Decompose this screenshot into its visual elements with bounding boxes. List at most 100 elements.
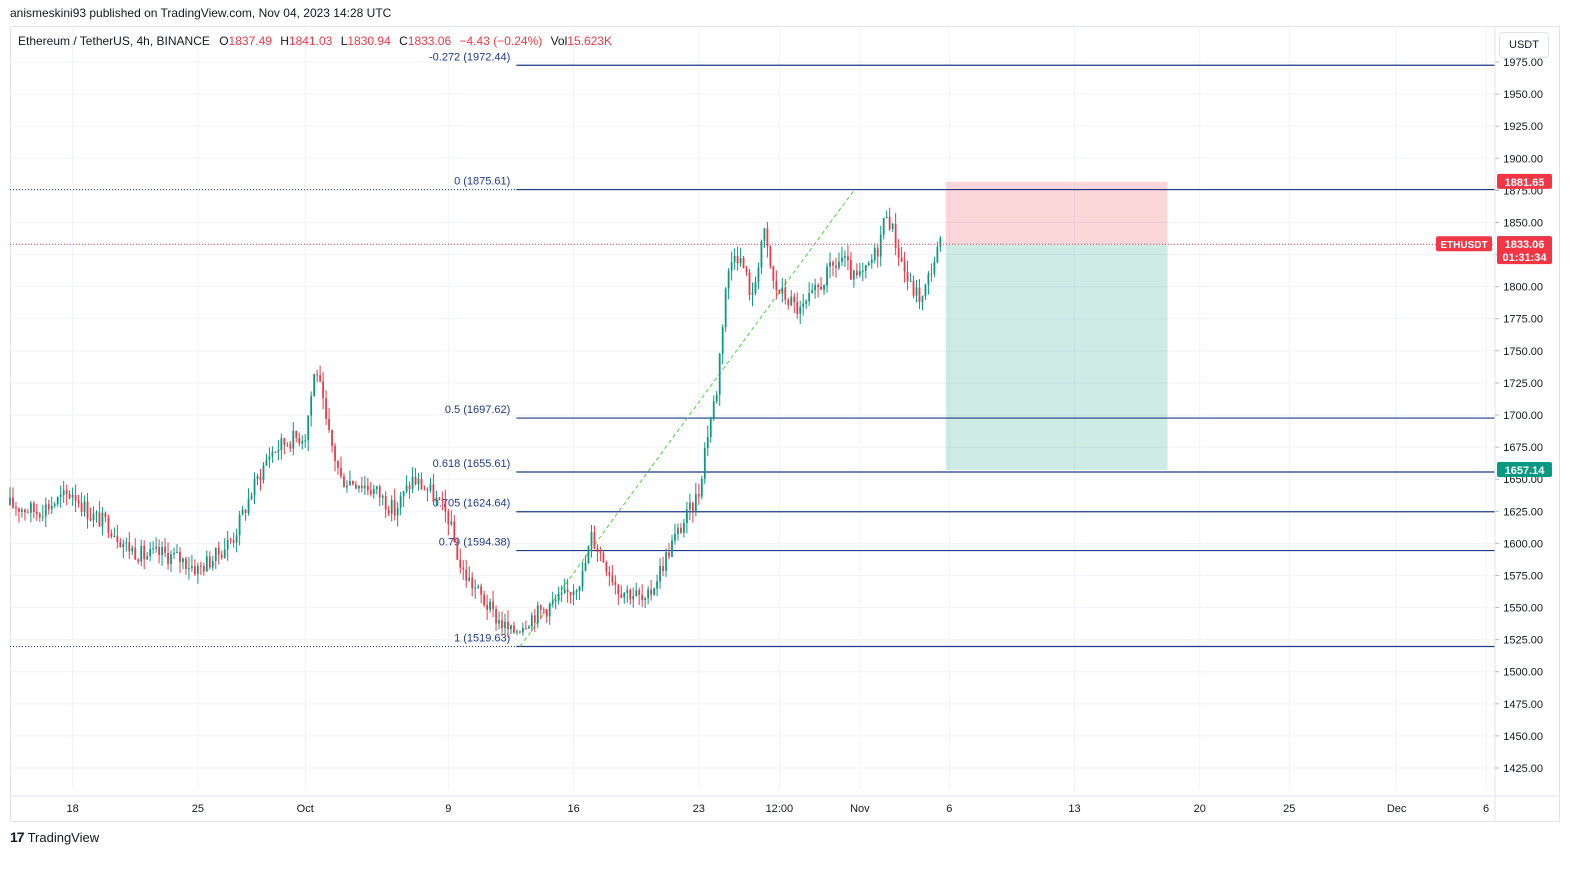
candle-body: [918, 287, 921, 303]
candle-body: [545, 609, 548, 617]
candle-body: [650, 589, 653, 595]
candle-body: [483, 594, 486, 605]
candle-body: [360, 485, 363, 488]
legend-symbol[interactable]: Ethereum / TetherUS, 4h, BINANCE: [18, 34, 210, 48]
take-profit-zone[interactable]: [945, 244, 1168, 471]
candle-body: [119, 541, 122, 547]
candle-body: [352, 480, 354, 485]
candle-body: [826, 266, 828, 286]
candle-body: [53, 504, 56, 506]
candle-body: [477, 586, 480, 588]
candle-body: [736, 255, 739, 264]
candle-body: [844, 256, 846, 258]
candle-body: [563, 589, 566, 594]
candle-body: [465, 569, 468, 581]
candle-body: [149, 549, 152, 557]
candle-body: [59, 494, 62, 498]
candle-body: [274, 451, 277, 453]
symbol-tag-box: [1436, 236, 1492, 252]
candle-body: [116, 535, 119, 542]
candle-body: [21, 509, 23, 512]
currency-unit-button[interactable]: USDT: [1499, 32, 1549, 58]
candle-body: [808, 293, 811, 302]
legend-low-label: L: [340, 34, 348, 48]
y-tick-label: 1950.00: [1503, 89, 1543, 101]
y-tick-label: 1925.00: [1503, 121, 1543, 133]
trend-line-dashed[interactable]: [519, 189, 855, 647]
candle-body: [191, 566, 193, 569]
trend-line[interactable]: [519, 189, 855, 647]
candle-body: [581, 570, 584, 587]
candle-body: [471, 577, 474, 589]
candle-body: [32, 503, 35, 512]
axes: 1975.001950.001925.001900.001875.001850.…: [10, 27, 1560, 822]
candle-body: [125, 542, 128, 544]
candle-body: [474, 587, 477, 589]
price-label-text: 01:31:34: [1502, 252, 1547, 264]
candle-body: [873, 248, 876, 260]
candle-body: [724, 288, 727, 327]
candle-body: [709, 418, 712, 437]
y-tick-label: 1700.00: [1503, 410, 1543, 422]
candle-body: [71, 494, 74, 498]
fib-level-label: 0.5 (1697.62): [445, 404, 510, 416]
candle-body: [641, 594, 644, 600]
candle-body: [29, 503, 32, 513]
candle-body: [426, 489, 429, 491]
legend-close-value: 1833.06: [407, 34, 452, 48]
candle-body: [310, 396, 313, 416]
candle-body: [554, 600, 557, 602]
candle-body: [346, 485, 348, 488]
candle-body: [185, 558, 187, 570]
candle-body: [611, 575, 614, 583]
candle-body: [414, 476, 417, 485]
candle-body: [432, 484, 435, 502]
symbol-legend[interactable]: Ethereum / TetherUS, 4h, BINANCE O1837.4…: [18, 34, 617, 48]
candle-body: [694, 494, 697, 512]
y-tick-label: 1500.00: [1503, 667, 1543, 679]
candle-body: [35, 511, 38, 514]
candle-body: [754, 282, 757, 294]
candle-body: [325, 398, 327, 419]
candle-body: [683, 523, 685, 533]
symbol-tag-text: ETHUSDT: [1440, 240, 1487, 251]
candle-body: [337, 461, 339, 468]
x-tick-label: 13: [1068, 803, 1080, 815]
candle-body: [838, 261, 840, 268]
fib-retracement[interactable]: -0.272 (1972.44) 0 (1875.61) 0.5 (1697.62)…: [10, 51, 1495, 648]
candle-body: [298, 437, 301, 444]
short-position-tool[interactable]: [945, 181, 1168, 471]
x-tick-label: 25: [192, 803, 204, 815]
grid-lines: [10, 27, 1495, 790]
candle-body: [390, 499, 393, 514]
candle-body: [247, 498, 250, 514]
candle-body: [885, 216, 888, 218]
fib-level-label: -0.272 (1972.44): [429, 51, 510, 63]
candle-body: [328, 418, 330, 430]
y-tick-label: 1525.00: [1503, 635, 1543, 647]
candle-body: [933, 262, 936, 274]
candle-body: [50, 505, 53, 510]
y-tick-label: 1775.00: [1503, 314, 1543, 326]
candle-body: [569, 592, 572, 596]
candle-body: [152, 548, 155, 550]
candle-body: [539, 605, 542, 610]
candle-body: [417, 479, 420, 485]
candle-body: [492, 601, 494, 609]
candle-body: [742, 257, 745, 268]
candle-body: [829, 262, 831, 267]
candle-body: [638, 590, 641, 595]
x-tick-label: 6: [1483, 803, 1489, 815]
price-label-box: [1497, 249, 1552, 265]
candle-body: [855, 270, 858, 276]
candle-body: [587, 546, 590, 563]
candle-body: [140, 545, 143, 562]
candle-body: [536, 605, 539, 623]
candle-body: [575, 590, 578, 592]
stop-loss-zone[interactable]: [945, 181, 1168, 245]
candle-body: [879, 234, 882, 257]
tradingview-logo[interactable]: 17 TradingView: [10, 829, 99, 845]
candle-body: [193, 566, 196, 574]
y-tick-label: 1550.00: [1503, 603, 1543, 615]
